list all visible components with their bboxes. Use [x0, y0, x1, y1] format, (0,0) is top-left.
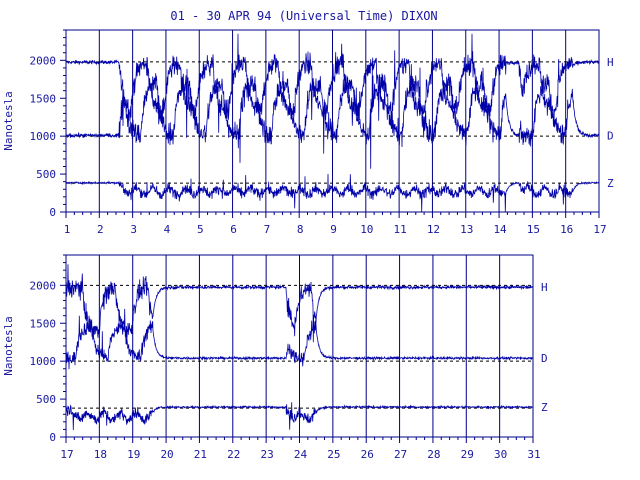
x-tick-label: 5	[197, 223, 204, 236]
x-tick-label: 22	[227, 448, 240, 461]
x-tick-label: 26	[361, 448, 374, 461]
x-tick-label: 19	[127, 448, 140, 461]
x-tick-label: 29	[461, 448, 474, 461]
y-tick-label: 2000	[30, 54, 57, 67]
x-tick-label: 2	[97, 223, 104, 236]
series-label-z: Z	[541, 401, 548, 414]
upper-day-grid	[98, 30, 567, 212]
trace-h	[65, 33, 600, 138]
trace-h	[65, 264, 534, 343]
series-label-d: D	[607, 129, 614, 142]
lower-x-ticks: 17 18 19 20 21 22 23 24 25 26 27 28 29 30 31	[60, 437, 541, 461]
y-tick-label: 1500	[30, 317, 57, 330]
trace-z	[65, 173, 600, 213]
x-tick-label: 1	[64, 223, 71, 236]
x-tick-label: 31	[527, 448, 540, 461]
x-tick-label: 28	[427, 448, 440, 461]
series-label-h: H	[541, 281, 548, 294]
lower-y-ticks: 0 500 1000 1500 2000	[30, 254, 66, 444]
x-tick-label: 7	[264, 223, 271, 236]
x-tick-label: 20	[160, 448, 173, 461]
x-tick-label: 6	[230, 223, 237, 236]
trace-d	[65, 64, 600, 169]
y-tick-label: 0	[49, 206, 56, 219]
x-tick-label: 14	[493, 223, 507, 236]
x-tick-label: 13	[460, 223, 473, 236]
y-tick-label: 1000	[30, 355, 57, 368]
x-tick-label: 23	[261, 448, 274, 461]
x-tick-label: 8	[297, 223, 304, 236]
upper-y-axis-label: Nanotesla	[2, 91, 15, 151]
y-tick-label: 500	[36, 168, 56, 181]
y-tick-label: 1000	[30, 130, 57, 143]
lower-y-axis-label: Nanotesla	[2, 316, 15, 376]
x-tick-label: 21	[194, 448, 207, 461]
chart-title: 01 - 30 APR 94 (Universal Time) DIXON	[170, 9, 437, 23]
y-tick-label: 500	[36, 393, 56, 406]
x-tick-label: 17	[593, 223, 606, 236]
x-tick-label: 27	[394, 448, 407, 461]
lower-traces	[65, 264, 534, 431]
x-tick-label: 15	[527, 223, 540, 236]
trace-z	[65, 402, 534, 431]
x-tick-label: 3	[130, 223, 137, 236]
x-tick-label: 16	[560, 223, 573, 236]
x-tick-label: 10	[360, 223, 373, 236]
trace-d	[65, 308, 534, 370]
x-tick-label: 18	[94, 448, 107, 461]
x-tick-label: 24	[294, 448, 308, 461]
x-tick-label: 4	[164, 223, 171, 236]
y-tick-label: 1500	[30, 92, 57, 105]
series-label-z: Z	[607, 177, 614, 190]
lower-series-labels: H D Z	[541, 281, 548, 414]
x-tick-label: 30	[494, 448, 507, 461]
upper-traces	[65, 33, 600, 213]
x-tick-label: 11	[394, 223, 407, 236]
lower-panel: Nanotesla 0 500 1000 1500 2000 17 18 19 20 21 22 2…	[2, 254, 548, 461]
y-tick-label: 2000	[30, 279, 57, 292]
upper-y-ticks: 0 500 1000 1500 2000	[30, 29, 66, 219]
upper-x-ticks: 1 2 3 4 5 6 7 8 9 10 11 12 13 14 15 16 17	[64, 212, 607, 236]
x-tick-label: 9	[330, 223, 337, 236]
x-tick-label: 12	[427, 223, 440, 236]
x-tick-label: 25	[327, 448, 340, 461]
y-tick-label: 0	[49, 431, 56, 444]
series-label-h: H	[607, 56, 614, 69]
series-label-d: D	[541, 352, 548, 365]
upper-series-labels: H D Z	[607, 56, 614, 190]
x-tick-label: 17	[60, 448, 73, 461]
